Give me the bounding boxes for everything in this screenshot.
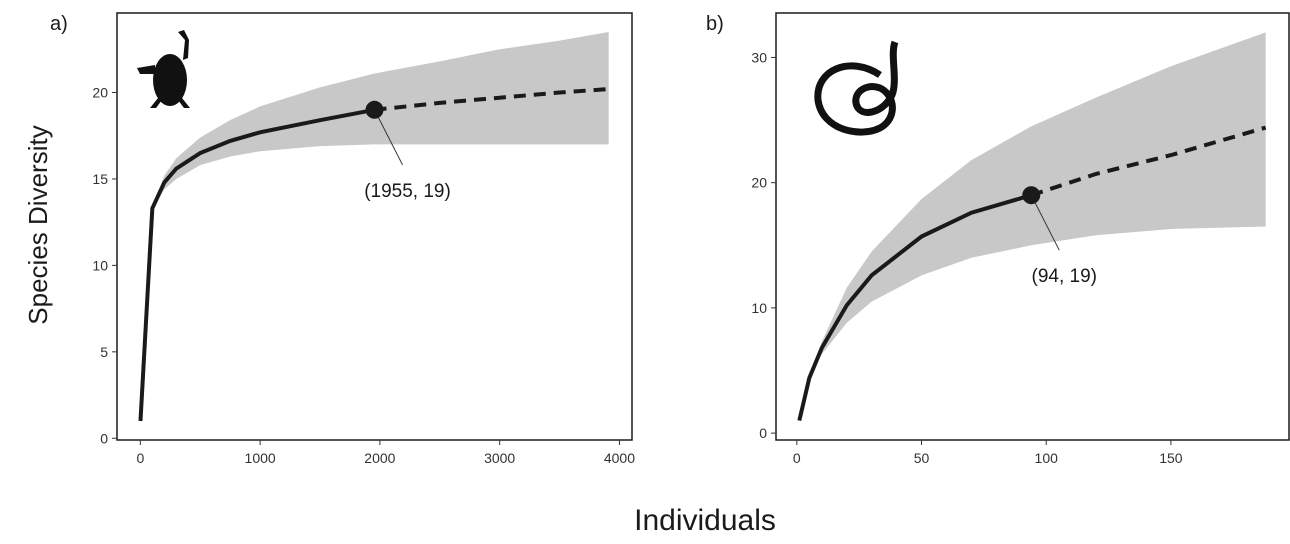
observed-point [365, 100, 384, 119]
annotation-label: (94, 19) [1032, 266, 1097, 287]
panel: b) (94, 19) 0 50 100 150 0 10 20 30 [706, 12, 1290, 466]
leader-line [1030, 194, 1060, 251]
y-axis-label: Species Diversity [23, 125, 53, 324]
x-tick-label: 3000 [484, 450, 515, 466]
rarefaction-line [797, 193, 1032, 422]
plot-border [775, 12, 1290, 441]
panel: a) (1955, 19) 0 1000 2000 3000 4000 0 5 10 15 20 [50, 12, 635, 466]
leader-line [374, 109, 403, 166]
y-tick-label: 0 [759, 425, 767, 441]
y-tick-label: 5 [100, 344, 108, 360]
snake-icon [814, 40, 899, 136]
x-tick-label: 0 [136, 450, 144, 466]
panel-label: a) [50, 13, 68, 35]
confidence-band [140, 32, 609, 421]
panel-label: b) [706, 13, 724, 35]
x-tick-label: 0 [793, 450, 801, 466]
x-axis-label: Individuals [634, 504, 776, 537]
y-tick-label: 20 [92, 85, 108, 101]
y-tick-label: 10 [751, 300, 767, 316]
y-tick-label: 30 [751, 49, 767, 65]
x-tick-label: 1000 [245, 450, 276, 466]
y-tick-label: 20 [751, 175, 767, 191]
extrapolation-line [1030, 125, 1267, 198]
confidence-band [799, 32, 1266, 421]
x-tick-label: 150 [1159, 450, 1183, 466]
observed-point [1022, 186, 1041, 205]
x-tick-label: 100 [1035, 450, 1059, 466]
plot-border [116, 12, 633, 441]
x-tick-label: 50 [914, 450, 930, 466]
x-tick-label: 2000 [364, 450, 395, 466]
y-tick-label: 10 [92, 257, 108, 273]
extrapolation-line [374, 87, 609, 112]
x-tick-label: 4000 [604, 450, 635, 466]
annotation-label: (1955, 19) [364, 181, 451, 202]
y-tick-label: 0 [100, 430, 108, 446]
rarefaction-line [138, 107, 375, 422]
frog-icon [137, 30, 190, 108]
y-tick-label: 15 [92, 171, 108, 187]
